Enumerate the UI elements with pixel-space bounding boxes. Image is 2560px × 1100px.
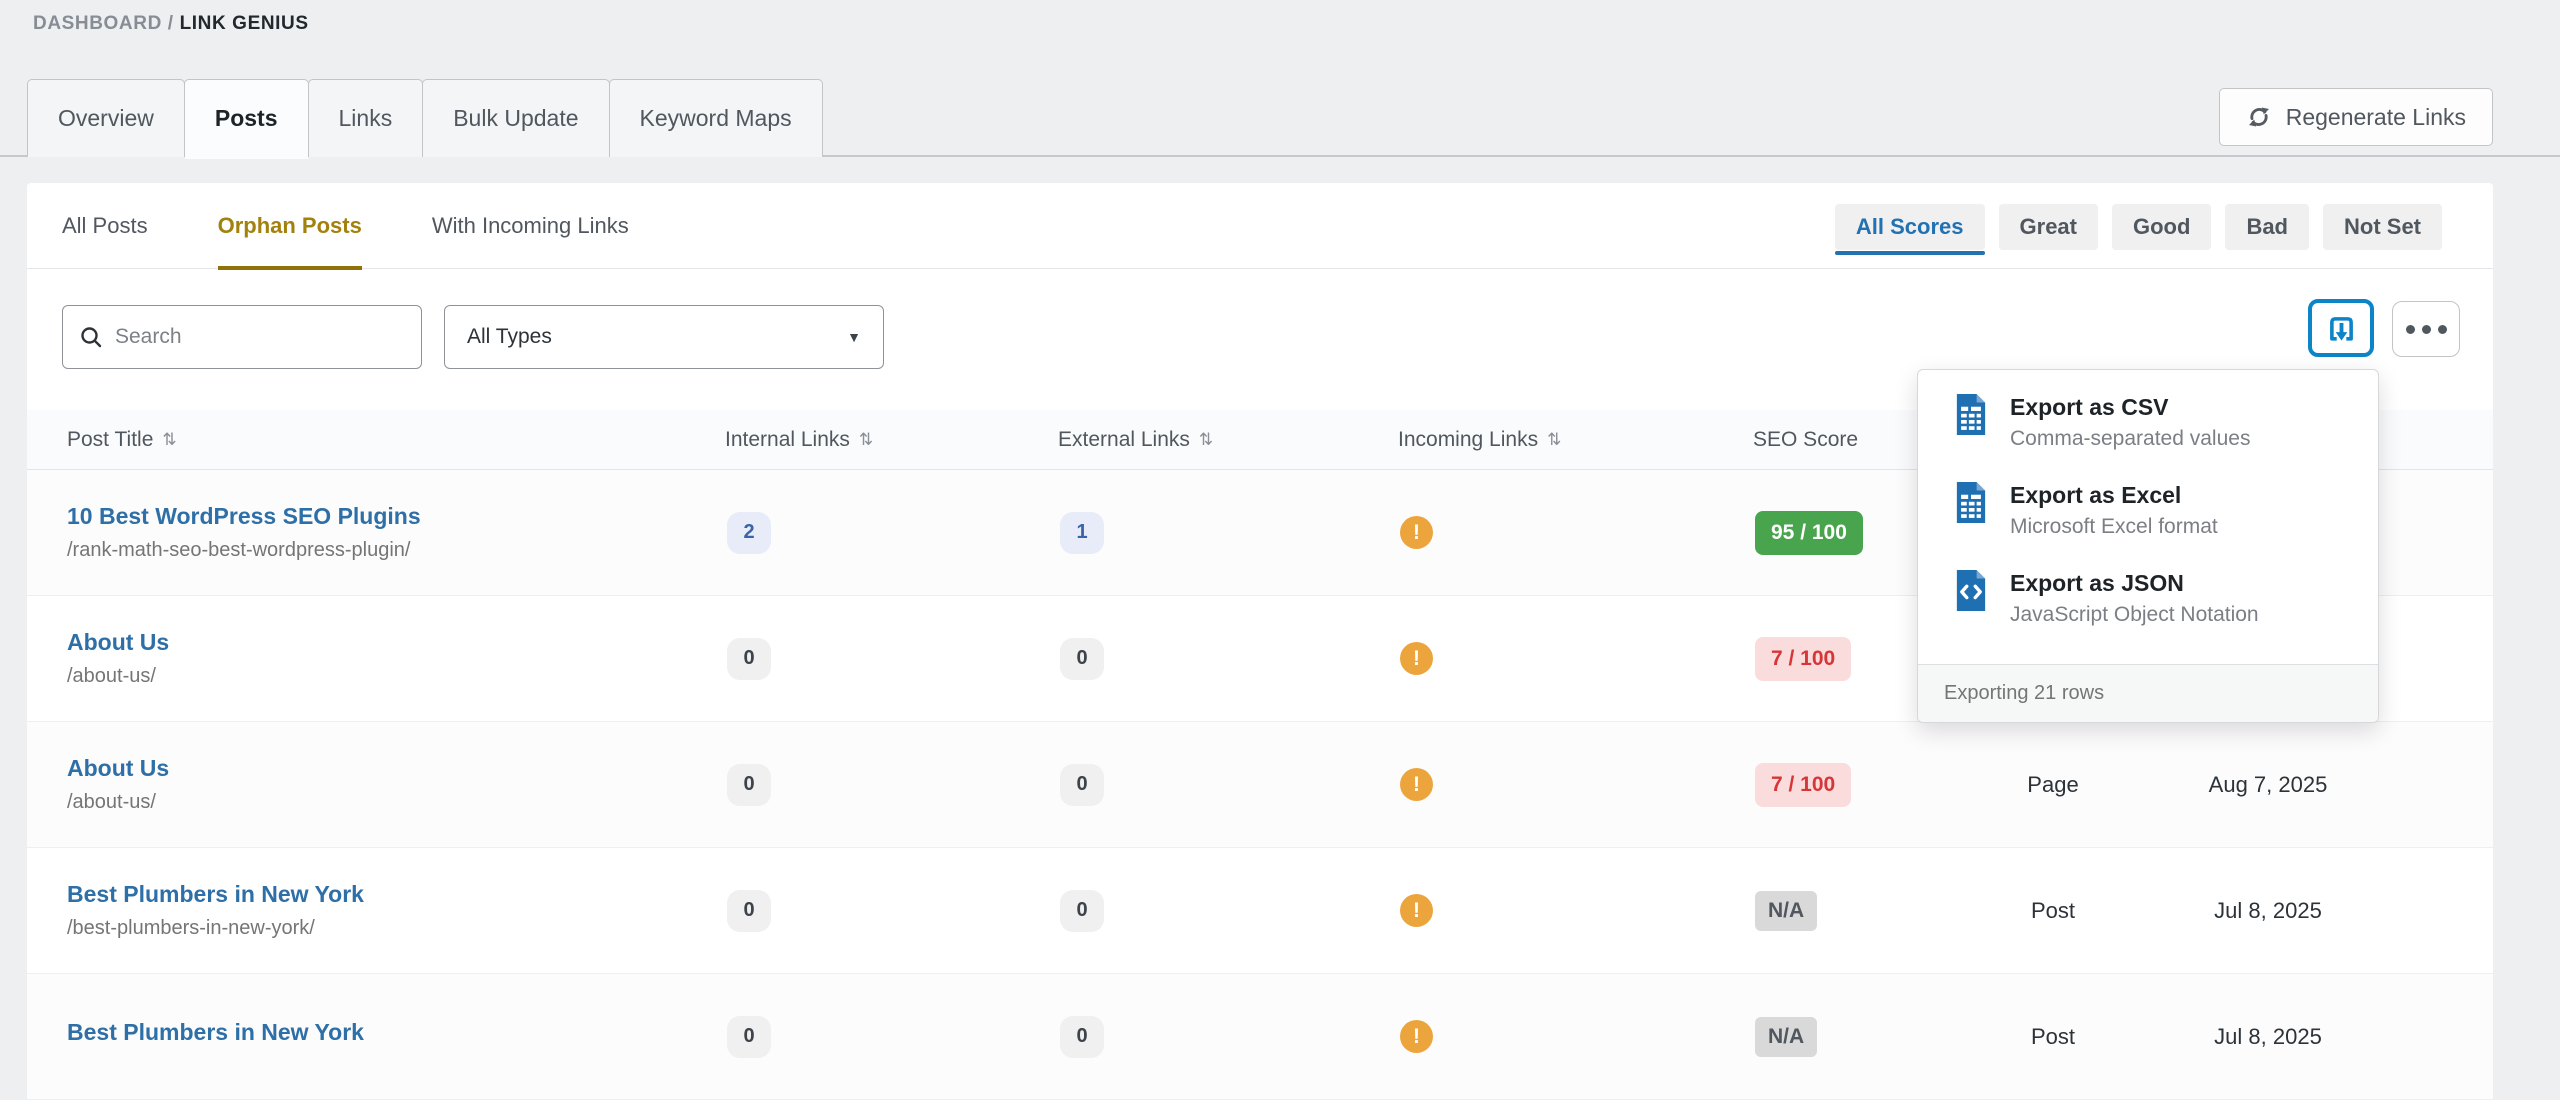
spreadsheet-icon (1954, 394, 1988, 451)
external-links-pill: 0 (1060, 763, 1104, 806)
download-icon (2325, 312, 2358, 345)
warning-icon: ! (1400, 1020, 1433, 1053)
post-title-link[interactable]: Best Plumbers in New York (67, 881, 364, 907)
export-button[interactable] (2308, 299, 2374, 357)
tab-posts[interactable]: Posts (183, 79, 309, 159)
column-header-incoming-links[interactable]: Incoming Links ⇅ (1398, 427, 1562, 451)
post-slug: /about-us/ (67, 791, 156, 813)
post-type-cell: Post (2030, 1023, 2076, 1049)
seo-score-badge: N/A (1755, 890, 1818, 931)
breadcrumb-current: LINK GENIUS (179, 13, 309, 34)
type-filter-value: All Types (467, 325, 552, 348)
external-links-pill: 0 (1060, 889, 1104, 932)
menu-item-export-csv[interactable]: Export as CSV Comma-separated values (1954, 394, 2378, 451)
warning-icon: ! (1400, 642, 1433, 675)
sort-icon[interactable]: ⇅ (1198, 429, 1214, 449)
internal-links-pill: 2 (727, 511, 771, 554)
internal-links-pill: 0 (727, 763, 771, 806)
column-header-seo-score[interactable]: SEO Score (1753, 427, 1859, 451)
subtab-with-incoming-links[interactable]: With Incoming Links (431, 212, 629, 238)
warning-icon: ! (1400, 768, 1433, 801)
content-card: All Posts Orphan Posts With Incoming Lin… (27, 183, 2493, 1100)
post-date-cell: Jul 8, 2025 (2214, 1023, 2322, 1049)
sort-icon[interactable]: ⇅ (162, 429, 177, 449)
post-date-cell: Jul 8, 2025 (2214, 897, 2322, 923)
internal-links-pill: 0 (727, 1015, 771, 1058)
seo-score-badge: 7 / 100 (1755, 762, 1852, 807)
table-row: Best Plumbers in New York /best-plumbers… (27, 848, 2493, 974)
tab-overview[interactable]: Overview (27, 79, 185, 157)
search-input[interactable] (115, 325, 405, 349)
main-tab-bar: Overview Posts Links Bulk Update Keyword… (0, 78, 2560, 159)
search-icon (79, 325, 103, 349)
seo-score-badge: 7 / 100 (1755, 636, 1852, 681)
external-links-pill: 0 (1060, 637, 1104, 680)
post-title-link[interactable]: About Us (67, 629, 170, 655)
breadcrumb-parent[interactable]: DASHBOARD (33, 13, 162, 34)
score-filter-great[interactable]: Great (1998, 204, 2098, 250)
table-row: Best Plumbers in New York 0 0 ! N/A Post… (27, 974, 2493, 1100)
post-slug: /about-us/ (67, 665, 156, 687)
type-filter-select[interactable]: All Types ▼ (444, 305, 884, 369)
seo-score-badge: N/A (1755, 1016, 1818, 1057)
score-filter-all-scores[interactable]: All Scores (1834, 204, 1985, 255)
breadcrumb-separator: / (167, 13, 174, 34)
menu-item-export-json[interactable]: Export as JSON JavaScript Object Notatio… (1954, 570, 2378, 627)
post-slug: /best-plumbers-in-new-york/ (67, 917, 315, 939)
caret-down-icon: ▼ (847, 329, 861, 345)
warning-icon: ! (1400, 894, 1433, 927)
export-row-count: Exporting 21 rows (1918, 664, 2378, 722)
code-file-icon (1954, 570, 1988, 627)
subtab-all-posts[interactable]: All Posts (62, 212, 148, 238)
post-type-cell: Post (2030, 897, 2076, 923)
tab-bar-divider (0, 155, 2560, 157)
seo-score-badge: 95 / 100 (1755, 510, 1863, 555)
column-header-external-links[interactable]: External Links ⇅ (1058, 427, 1214, 451)
sync-icon (2246, 104, 2272, 130)
external-links-pill: 1 (1060, 511, 1104, 554)
column-header-internal-links[interactable]: Internal Links ⇅ (725, 427, 874, 451)
external-links-pill: 0 (1060, 1015, 1104, 1058)
breadcrumb: DASHBOARD / LINK GENIUS (33, 13, 309, 35)
menu-item-export-excel[interactable]: Export as Excel Microsoft Excel format (1954, 482, 2378, 539)
export-dropdown: Export as CSV Comma-separated values (1917, 369, 2379, 723)
internal-links-pill: 0 (727, 637, 771, 680)
tab-keyword-maps[interactable]: Keyword Maps (608, 79, 823, 157)
post-title-link[interactable]: Best Plumbers in New York (67, 1018, 364, 1045)
score-filter-good[interactable]: Good (2112, 204, 2212, 250)
warning-icon: ! (1400, 516, 1433, 549)
post-title-link[interactable]: About Us (67, 755, 170, 781)
filter-row: All Posts Orphan Posts With Incoming Lin… (27, 183, 2493, 270)
post-date-cell: Aug 7, 2025 (2208, 771, 2328, 797)
internal-links-pill: 0 (727, 889, 771, 932)
ellipsis-icon (2405, 324, 2415, 334)
score-filter-not-set[interactable]: Not Set (2323, 204, 2442, 250)
score-filter-group: All Scores Great Good Bad Not Set (1834, 204, 2442, 255)
post-title-link[interactable]: 10 Best WordPress SEO Plugins (67, 503, 421, 529)
more-options-button[interactable] (2392, 301, 2460, 357)
sort-icon[interactable]: ⇅ (1547, 429, 1562, 449)
post-type-cell: Page (2027, 771, 2079, 797)
column-header-post-title[interactable]: Post Title ⇅ (67, 427, 177, 451)
regenerate-links-button[interactable]: Regenerate Links (2218, 88, 2493, 146)
subtab-orphan-posts[interactable]: Orphan Posts (217, 183, 363, 270)
table-row: About Us /about-us/ 0 0 ! 7 / 100 (27, 596, 2493, 722)
spreadsheet-icon (1954, 482, 1988, 539)
tab-links[interactable]: Links (307, 79, 424, 157)
table-row: About Us /about-us/ 0 0 ! 7 / 100 Page A… (27, 722, 2493, 848)
post-slug: /rank-math-seo-best-wordpress-plugin/ (67, 539, 411, 561)
sort-icon[interactable]: ⇅ (858, 429, 874, 449)
tab-bulk-update[interactable]: Bulk Update (422, 79, 610, 157)
search-box (62, 305, 422, 369)
score-filter-bad[interactable]: Bad (2225, 204, 2309, 250)
regenerate-links-label: Regenerate Links (2285, 103, 2466, 130)
